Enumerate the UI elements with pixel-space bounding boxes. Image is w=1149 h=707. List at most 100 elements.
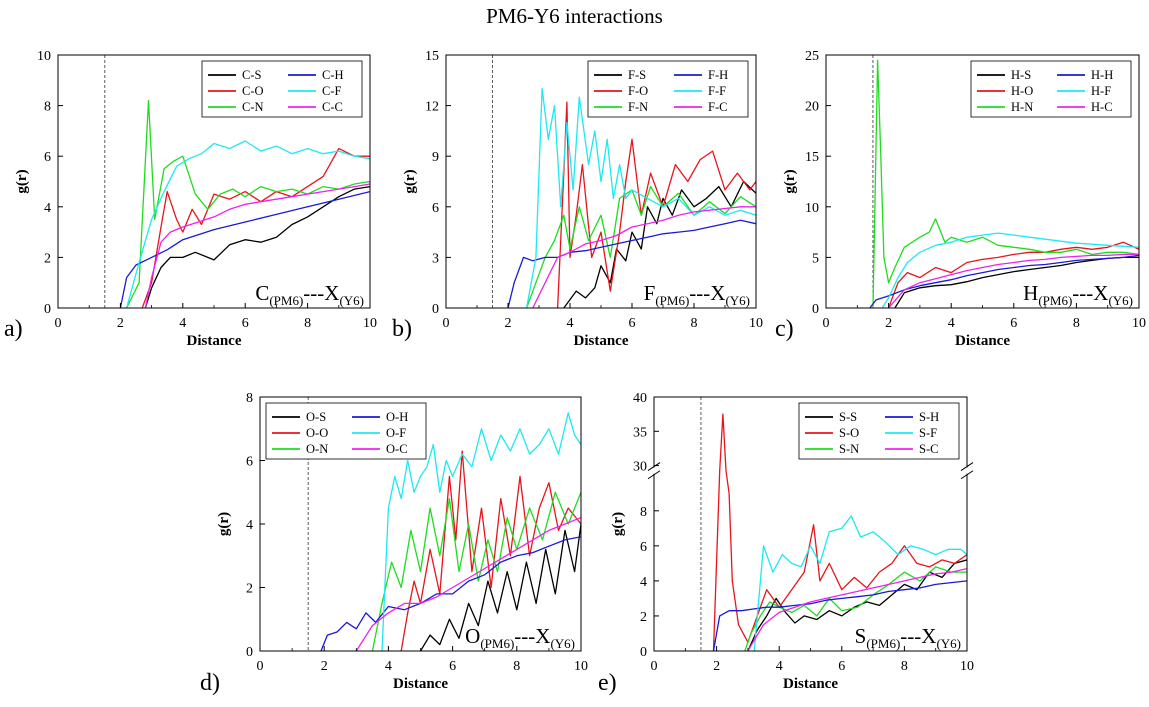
- y-tick-label: 6: [432, 201, 439, 216]
- legend-entry: O-N: [306, 442, 328, 456]
- y-tick-label: 2: [44, 251, 51, 266]
- series-line-C-H: [119, 190, 370, 308]
- legend-entry: H-F: [1091, 84, 1111, 98]
- y-axis-label: g(r): [216, 512, 232, 536]
- x-tick-label: 10: [574, 659, 588, 674]
- legend-entry: H-O: [1011, 84, 1033, 98]
- x-tick-label: 10: [1132, 316, 1146, 331]
- y-tick-label: 10: [37, 49, 51, 64]
- legend-entry: C-H: [322, 68, 344, 82]
- legend-entry: C-N: [242, 100, 264, 114]
- panel-label: d): [200, 670, 220, 696]
- y-tick-label: 4: [640, 575, 647, 590]
- y-tick-label: 3: [432, 251, 439, 266]
- x-tick-label: 2: [713, 659, 720, 674]
- legend-entry: C-S: [242, 68, 262, 82]
- series-line-C-F: [125, 140, 370, 308]
- series-line-O-H: [320, 536, 581, 651]
- series-line-C-C: [144, 183, 370, 308]
- series-line-O-S: [419, 523, 581, 651]
- series-group: [507, 88, 756, 308]
- panel-label: a): [4, 316, 23, 342]
- y-tick-label: 0: [432, 302, 439, 317]
- legend-entry: F-S: [628, 68, 646, 82]
- y-tick-label: 6: [640, 540, 647, 555]
- y-tick-label: 15: [425, 49, 439, 64]
- series-line-H-F: [881, 232, 1139, 308]
- x-tick-label: 6: [449, 659, 456, 674]
- panel-label: e): [598, 670, 617, 696]
- x-tick-label: 8: [513, 659, 520, 674]
- x-tick-label: 10: [363, 316, 377, 331]
- y-tick-label: 5: [812, 251, 819, 266]
- y-tick-label: 8: [640, 505, 647, 520]
- x-axis-label: Distance: [574, 333, 629, 349]
- series-group: [869, 59, 1139, 308]
- legend: O-S O-O O-N O-H O-F O-C: [265, 402, 427, 460]
- x-tick-label: 4: [948, 316, 955, 331]
- series-line-S-N: [744, 566, 967, 651]
- legend-entry: H-C: [1091, 100, 1113, 114]
- series-group: [119, 99, 370, 308]
- legend-entry: O-C: [386, 442, 408, 456]
- y-axis-label: g(r): [610, 512, 626, 536]
- legend-entry: C-C: [322, 100, 343, 114]
- chart-panel-a: 0 2 4 6 8 10 0 2 4 6 8 10 Distance g(r) a) C(PM6)---X(Y…: [4, 49, 377, 349]
- series-line-F-H: [507, 219, 756, 308]
- y-tick-label: 0: [44, 302, 51, 317]
- y-axis-label: g(r): [782, 169, 798, 193]
- legend-entry: H-S: [1011, 68, 1031, 82]
- series-line-S-F: [753, 515, 967, 651]
- y-tick-label: 15: [805, 150, 819, 165]
- legend-entry: S-F: [919, 426, 937, 440]
- legend-entry: O-S: [306, 410, 326, 424]
- panel-label: b): [392, 316, 412, 342]
- x-tick-label: 4: [776, 659, 783, 674]
- legend: F-S F-O F-N F-H F-F F-C: [587, 60, 749, 118]
- series-line-F-C: [532, 206, 756, 308]
- legend-entry: H-H: [1091, 68, 1113, 82]
- y-tick-label: 8: [246, 391, 253, 406]
- legend-entry: C-F: [322, 84, 342, 98]
- x-tick-label: 2: [117, 316, 124, 331]
- y-tick-label: 0: [640, 645, 647, 660]
- legend-entry: F-O: [628, 84, 648, 98]
- x-tick-label: 2: [321, 659, 328, 674]
- x-tick-label: 0: [823, 316, 830, 331]
- x-tick-label: 0: [257, 659, 264, 674]
- axis-break-gap-right: [965, 467, 969, 474]
- legend: H-S H-O H-N H-H H-F H-C: [970, 60, 1132, 118]
- chart-panel-d: 0 2 4 6 8 10 0 2 4 6 8 Distance g(r) d) O(PM6)---X(Y6)…: [200, 391, 588, 696]
- axis-break-gap-left: [652, 467, 656, 474]
- y-tick-label: 30: [633, 460, 647, 475]
- y-tick-label: 40: [633, 391, 647, 406]
- x-tick-label: 6: [838, 659, 845, 674]
- panel-annotation: O(PM6)---X(Y6): [465, 624, 575, 651]
- series-line-F-F: [525, 88, 756, 308]
- legend-entry: H-N: [1011, 100, 1033, 114]
- x-tick-label: 2: [505, 316, 512, 331]
- series-line-H-C: [888, 253, 1139, 308]
- x-tick-label: 4: [179, 316, 186, 331]
- figure-title: PM6-Y6 interactions: [486, 4, 663, 28]
- series-line-C-O: [141, 147, 370, 308]
- panel-annotation: F(PM6)---X(Y6): [644, 281, 750, 308]
- axis-break-mark: [647, 470, 661, 480]
- x-tick-label: 0: [443, 316, 450, 331]
- series-line-H-O: [887, 241, 1139, 308]
- x-tick-label: 2: [885, 316, 892, 331]
- series-line-O-F: [381, 412, 581, 651]
- legend-entry: F-H: [708, 68, 728, 82]
- y-tick-label: 25: [805, 49, 819, 64]
- x-tick-label: 0: [55, 316, 62, 331]
- y-axis-label: g(r): [14, 169, 30, 193]
- y-tick-label: 35: [633, 425, 647, 440]
- x-tick-label: 4: [567, 316, 574, 331]
- y-tick-label: 2: [246, 582, 253, 597]
- panel-label: c): [775, 316, 794, 342]
- panel-annotation: C(PM6)---X(Y6): [255, 281, 364, 308]
- series-line-O-O: [400, 450, 581, 651]
- axis-break-mark: [960, 470, 974, 480]
- y-tick-label: 0: [246, 645, 253, 660]
- axis-break-mark: [960, 462, 974, 471]
